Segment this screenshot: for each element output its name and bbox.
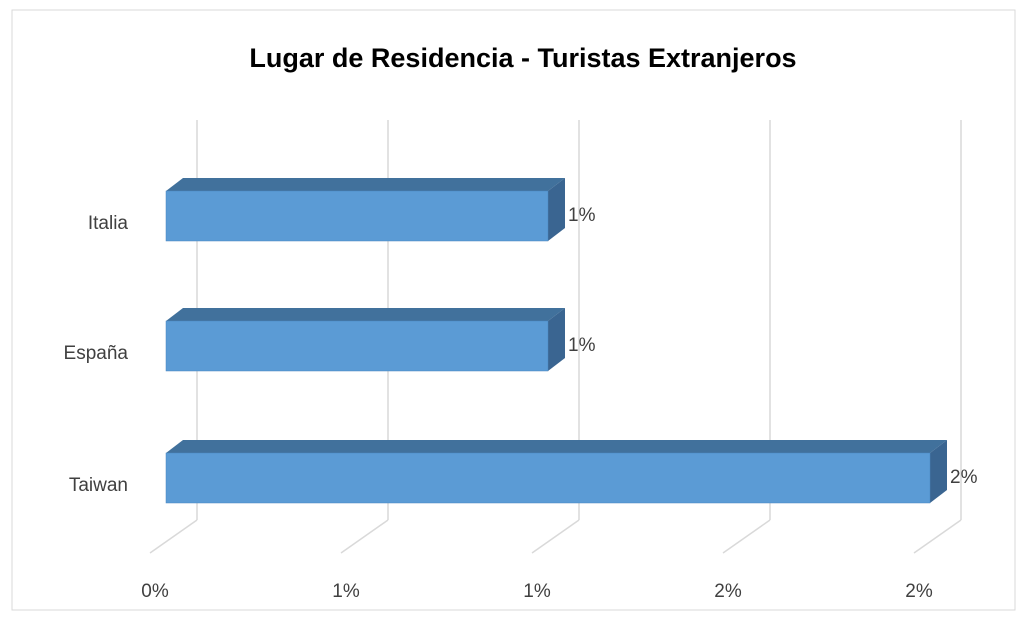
- x-tick-label: 1%: [523, 581, 551, 602]
- data-label: 1%: [568, 335, 596, 356]
- bar: [165, 190, 549, 242]
- bar-top: [166, 178, 565, 191]
- bar: [165, 320, 549, 372]
- floor-grid-line: [149, 519, 198, 554]
- data-label: 1%: [568, 205, 596, 226]
- bar-side: [548, 308, 565, 371]
- bar-side: [930, 440, 947, 503]
- floor-grid-line: [531, 519, 580, 554]
- bar-side: [548, 178, 565, 241]
- y-tick-label: Italia: [88, 213, 129, 234]
- x-tick-label: 2%: [714, 581, 742, 602]
- x-tick-label: 2%: [905, 581, 933, 602]
- bar: [165, 452, 931, 504]
- bar-top: [166, 308, 565, 321]
- floor-grid-line: [913, 519, 962, 554]
- bar-top: [166, 440, 947, 453]
- x-tick-label: 1%: [332, 581, 360, 602]
- data-label: 2%: [950, 467, 978, 488]
- y-tick-label: España: [64, 343, 129, 364]
- x-tick-label: 0%: [141, 581, 169, 602]
- floor-grid-line: [340, 519, 389, 554]
- floor-grid-line: [722, 519, 771, 554]
- chart-title: Lugar de Residencia - Turistas Extranjer…: [249, 43, 796, 73]
- y-tick-label: Taiwan: [69, 475, 128, 496]
